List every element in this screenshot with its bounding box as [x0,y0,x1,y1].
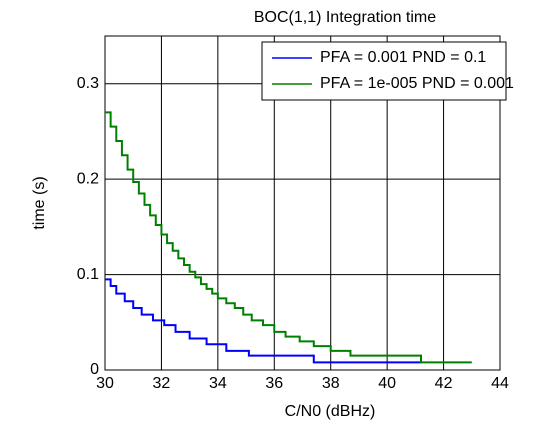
x-tick-label: 38 [322,375,340,392]
series-line [105,111,472,364]
chart-title: BOC(1,1) Integration time [254,9,436,26]
x-axis-label: C/N0 (dBHz) [285,403,376,420]
x-tick-label: 40 [378,375,396,392]
y-tick-label: 0.3 [77,75,99,92]
legend-label: PFA = 1e-005 PND = 0.001 [320,75,514,92]
x-tick-label: 44 [491,375,509,392]
series-line [105,278,421,364]
y-axis-label: time (s) [31,176,48,229]
legend-label: PFA = 0.001 PND = 0.1 [320,49,486,66]
x-tick-label: 34 [209,375,227,392]
y-tick-label: 0 [90,361,99,378]
legend-box [261,41,507,101]
x-tick-label: 32 [153,375,171,392]
axes-frame [104,35,501,371]
x-tick-label: 36 [265,375,283,392]
x-tick-label: 30 [96,375,114,392]
y-tick-label: 0.2 [77,170,99,187]
y-tick-label: 0.1 [77,266,99,283]
x-tick-label: 42 [435,375,453,392]
